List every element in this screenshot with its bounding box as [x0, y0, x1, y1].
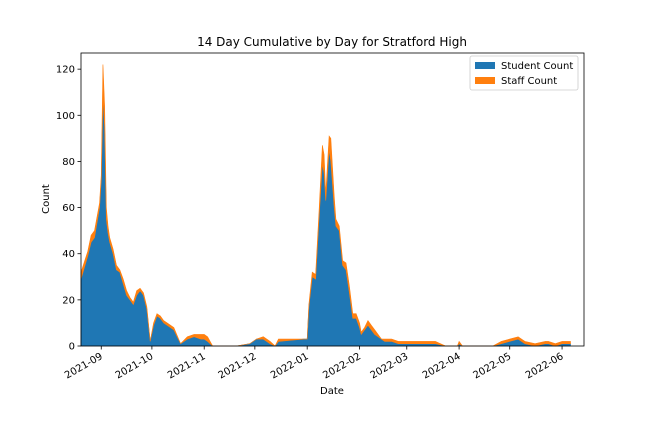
x-tick-label: 2021-09 [63, 351, 105, 381]
y-axis: 0 20 40 60 80 100 120 [56, 65, 81, 353]
x-tick-label: 2021-12 [217, 351, 259, 381]
x-tick-label: 2022-02 [321, 351, 363, 381]
x-tick-label: 2022-05 [472, 351, 514, 381]
x-tick-label: 2022-04 [421, 351, 463, 381]
y-axis-label: Count [41, 184, 52, 214]
plot-frame [80, 52, 585, 347]
x-tick-label: 2021-10 [114, 351, 156, 381]
plot-area [80, 64, 571, 347]
legend-entry-label: Staff Count [501, 76, 557, 87]
y-tick-label: 60 [62, 203, 75, 214]
area-series-staff-count [80, 64, 571, 347]
x-tick-label: 2021-11 [166, 351, 208, 381]
legend: Student Count Staff Count [469, 55, 579, 91]
x-tick-label: 2022-06 [524, 351, 566, 381]
x-axis: 2021-09 2021-10 2021-11 2021-12 2022-01 2022-… [63, 346, 566, 381]
y-tick-label: 20 [62, 295, 75, 306]
y-tick-label: 80 [62, 157, 75, 168]
y-tick-label: 100 [56, 111, 75, 122]
legend-swatch [475, 77, 495, 84]
y-tick-label: 120 [56, 65, 75, 76]
x-tick-label: 2022-03 [369, 351, 411, 381]
legend-swatch [475, 62, 495, 69]
y-tick-label: 0 [69, 342, 75, 353]
legend-entry-label: Student Count [501, 61, 573, 72]
x-axis-label: Date [320, 386, 344, 397]
legend-box [469, 55, 579, 91]
y-tick-label: 40 [62, 249, 75, 260]
area-series-student-count [80, 96, 571, 347]
x-tick-label: 2022-01 [269, 351, 311, 381]
chart-title: 14 Day Cumulative by Day for Stratford H… [197, 35, 467, 49]
